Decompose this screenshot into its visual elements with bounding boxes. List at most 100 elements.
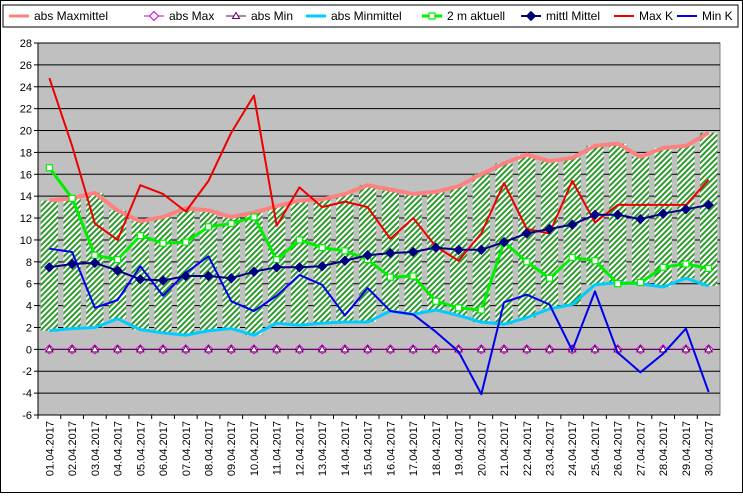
data-point: [681, 344, 691, 353]
data-point: [407, 246, 419, 258]
legend-label: abs Minmittel: [331, 9, 402, 23]
x-tick-label: 02.04.2017: [67, 421, 79, 476]
y-tick-label: 2: [26, 322, 32, 334]
y-tick-label: 20: [20, 126, 32, 138]
data-point: [385, 247, 396, 259]
x-tick-label: 03.04.2017: [90, 421, 102, 476]
data-point: [66, 258, 78, 270]
legend-label: abs Min: [251, 9, 293, 23]
data-point: [703, 199, 714, 211]
x-tick-label: 18.04.2017: [431, 421, 443, 476]
y-tick-label: 26: [20, 60, 32, 72]
y-tick-label: 14: [20, 191, 32, 203]
x-tick-label: 16.04.2017: [385, 421, 397, 476]
x-tick-label: 24.04.2017: [567, 421, 579, 476]
x-tick-label: 08.04.2017: [204, 421, 216, 476]
x-tick-label: 05.04.2017: [135, 421, 147, 476]
data-point: [431, 344, 441, 353]
data-point: [203, 270, 214, 282]
data-point: [499, 344, 509, 353]
legend-item: abs Max: [144, 9, 214, 23]
data-point: [250, 213, 258, 221]
y-tick-label: 0: [26, 344, 32, 356]
legend-label: 2 m aktuell: [447, 9, 505, 23]
data-point: [135, 344, 145, 353]
x-tick-label: 25.04.2017: [590, 421, 602, 476]
data-point: [409, 272, 417, 280]
y-tick-label: 22: [20, 104, 32, 116]
data-point: [545, 344, 554, 353]
data-point: [612, 209, 623, 220]
legend-item: Max K: [614, 9, 673, 23]
data-point: [91, 251, 99, 259]
data-point: [226, 273, 237, 284]
legend-label: Max K: [639, 9, 673, 23]
data-point: [180, 270, 191, 282]
data-point: [295, 344, 304, 353]
data-point: [659, 263, 667, 271]
x-tick-label: 12.04.2017: [294, 421, 306, 476]
data-point: [317, 344, 327, 353]
data-point: [248, 266, 260, 277]
data-point: [135, 274, 146, 285]
y-tick-label: 8: [26, 257, 32, 269]
data-point: [148, 10, 160, 22]
x-tick-label: 30.04.2017: [704, 421, 716, 476]
data-point: [657, 208, 669, 219]
data-point: [363, 344, 373, 353]
x-tick-label: 07.04.2017: [181, 421, 193, 476]
data-point: [430, 242, 442, 253]
x-tick-label: 29.04.2017: [681, 421, 693, 476]
y-tick-label: 28: [20, 38, 32, 50]
x-tick-label: 26.04.2017: [613, 421, 625, 476]
data-point: [635, 213, 646, 225]
data-point: [523, 258, 531, 266]
y-tick-label: 12: [20, 213, 32, 225]
legend-item: Min K: [677, 9, 733, 23]
data-point: [432, 297, 440, 305]
band-bar: [563, 157, 581, 305]
x-tick-label: 27.04.2017: [635, 421, 647, 476]
data-point: [112, 265, 123, 276]
plot-area: -6-4-2024681012141618202224262801.04.201…: [20, 38, 721, 476]
data-point: [476, 344, 486, 353]
legend-label: Min K: [702, 9, 733, 23]
data-point: [476, 244, 487, 255]
data-point: [316, 260, 328, 272]
data-point: [705, 264, 713, 272]
data-point: [521, 228, 532, 239]
data-point: [498, 236, 510, 248]
data-point: [525, 10, 537, 22]
y-tick-label: 18: [20, 147, 32, 159]
x-tick-label: 20.04.2017: [476, 421, 488, 476]
series-line-abs-minmittel: [49, 276, 710, 337]
data-point: [568, 253, 576, 262]
y-tick-label: -4: [22, 388, 32, 400]
x-tick-label: 01.04.2017: [44, 421, 56, 476]
series-line-min-k: [49, 247, 710, 396]
legend-item: abs Min: [226, 9, 293, 23]
data-point: [45, 164, 53, 172]
data-point: [636, 279, 645, 287]
data-point: [591, 257, 599, 265]
data-point: [273, 256, 281, 264]
data-point: [294, 262, 305, 273]
data-point: [682, 260, 690, 268]
data-point: [453, 244, 464, 255]
legend-label: mittl Mittel: [546, 9, 600, 23]
data-point: [159, 239, 167, 247]
x-tick-label: 09.04.2017: [226, 421, 238, 476]
data-point: [231, 11, 241, 19]
band-bar: [199, 210, 218, 331]
data-point: [158, 344, 168, 353]
data-point: [204, 223, 213, 231]
y-tick-label: 16: [20, 169, 32, 181]
data-point: [44, 262, 55, 273]
data-point: [113, 256, 122, 264]
data-point: [362, 250, 373, 261]
plot-background: [37, 42, 721, 416]
data-point: [614, 280, 622, 288]
band-bar: [154, 216, 172, 333]
